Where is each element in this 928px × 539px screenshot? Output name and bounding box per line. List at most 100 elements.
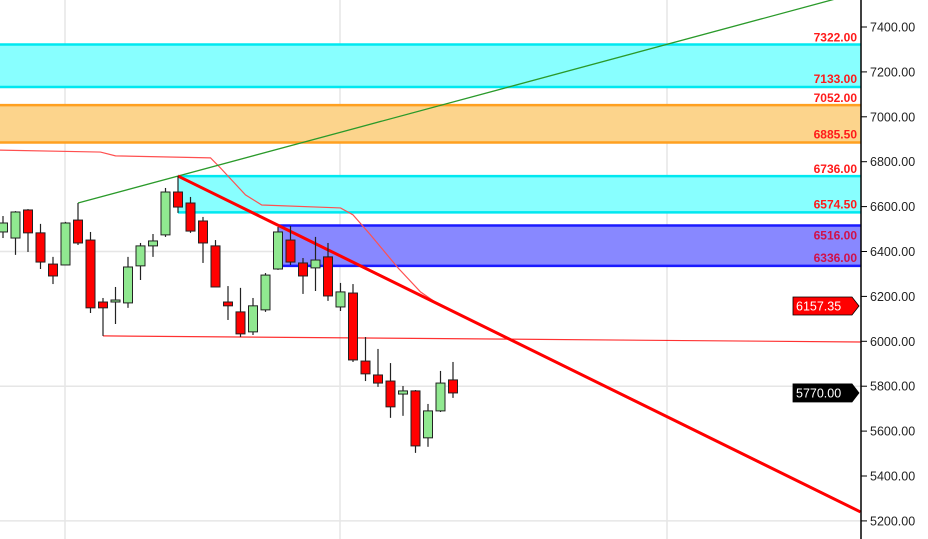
- y-tick-label: 6000.00: [870, 335, 915, 349]
- ma-value-badge: 6157.35: [796, 299, 841, 313]
- trendline-red: [102, 335, 861, 343]
- candle-body: [385, 380, 396, 408]
- candle-body: [198, 220, 208, 244]
- zone-high-label: 7322.00: [814, 31, 858, 45]
- candle-body: [173, 191, 183, 208]
- candle: [98, 297, 108, 336]
- last-price-badge-bg: [792, 383, 860, 403]
- candle: [298, 258, 308, 294]
- candle-body: [348, 292, 358, 361]
- price-axis-bg: [861, 0, 928, 539]
- candle-body: [410, 390, 421, 447]
- candle-body: [185, 202, 196, 232]
- candle-body: [123, 266, 133, 304]
- zone-blue: [278, 225, 861, 266]
- candle-body: [23, 209, 33, 234]
- y-tick-label: 6200.00: [870, 290, 915, 304]
- candle-body: [373, 374, 383, 384]
- candle: [285, 225, 296, 265]
- zone-orange: [0, 105, 861, 143]
- candle: [185, 196, 196, 233]
- candle: [85, 231, 96, 314]
- candle: [335, 282, 346, 311]
- candle-body: [260, 274, 271, 311]
- candle-body: [360, 360, 371, 375]
- candle-body: [398, 390, 408, 395]
- candle-body: [448, 379, 458, 394]
- candle: [10, 211, 21, 255]
- candle: [273, 227, 283, 270]
- candle: [110, 286, 121, 325]
- candle: [448, 361, 458, 398]
- candle: [173, 176, 183, 213]
- candle: [260, 273, 271, 312]
- zone-high-label: 6736.00: [814, 162, 858, 176]
- candle-body: [35, 232, 46, 263]
- candle-body: [248, 305, 258, 333]
- candle-body: [160, 191, 171, 236]
- candle: [160, 187, 171, 237]
- candle-body: [235, 311, 246, 335]
- zone-cyan: [0, 44, 861, 87]
- candle-body: [148, 240, 158, 247]
- candle: [310, 236, 321, 292]
- zone-low-label: 6336.00: [814, 251, 858, 265]
- candle: [223, 286, 233, 320]
- candle-body: [223, 301, 233, 307]
- candle-body: [285, 239, 296, 263]
- candle: [135, 242, 146, 281]
- candle-body: [135, 245, 146, 267]
- y-tick-label: 6400.00: [870, 245, 915, 259]
- candle-body: [10, 211, 21, 239]
- candle-body: [298, 262, 308, 277]
- candle: [148, 233, 158, 257]
- trendline-green: [77, 0, 835, 204]
- candle: [0, 216, 8, 239]
- candle-body: [323, 256, 333, 297]
- candle-body: [98, 301, 108, 309]
- candle-body: [110, 299, 121, 303]
- candle: [248, 297, 258, 336]
- zone-high-label: 7052.00: [814, 91, 858, 105]
- candle-body: [310, 259, 321, 269]
- zone-cyan: [178, 176, 861, 213]
- trendline-red: [177, 174, 862, 514]
- zone-high-label: 6516.00: [814, 228, 858, 242]
- y-tick-label: 6600.00: [870, 200, 915, 214]
- candle-body: [210, 245, 221, 288]
- candle: [35, 223, 46, 270]
- y-tick-label: 7000.00: [870, 110, 915, 124]
- candle: [198, 216, 208, 263]
- candle: [323, 242, 333, 301]
- candle-body: [85, 239, 96, 309]
- y-tick-label: 7400.00: [870, 21, 915, 35]
- candle-body: [273, 231, 283, 270]
- candle-body: [73, 219, 83, 244]
- candle: [210, 240, 221, 288]
- candle-body: [335, 291, 346, 308]
- candle: [23, 209, 33, 252]
- ma-value-badge-bg: [792, 296, 860, 316]
- zone-low-label: 7133.00: [814, 72, 858, 86]
- candle: [360, 337, 371, 382]
- candle: [73, 203, 83, 245]
- candle-body: [423, 410, 433, 439]
- candle: [435, 370, 446, 413]
- candle: [398, 385, 408, 416]
- candle-body: [60, 222, 71, 266]
- candle: [385, 363, 396, 418]
- y-tick-label: 5800.00: [870, 380, 915, 394]
- candle-body: [0, 222, 8, 233]
- last-price-badge: 5770.00: [796, 386, 841, 400]
- y-tick-label: 5200.00: [870, 514, 915, 528]
- y-tick-label: 6800.00: [870, 155, 915, 169]
- candle: [348, 284, 358, 362]
- candle: [123, 256, 133, 308]
- candle-body: [48, 263, 58, 277]
- moving-average-line: [0, 149, 438, 304]
- y-tick-label: 7200.00: [870, 65, 915, 79]
- candle: [48, 256, 58, 285]
- candle: [410, 390, 421, 453]
- candle-body: [435, 382, 446, 412]
